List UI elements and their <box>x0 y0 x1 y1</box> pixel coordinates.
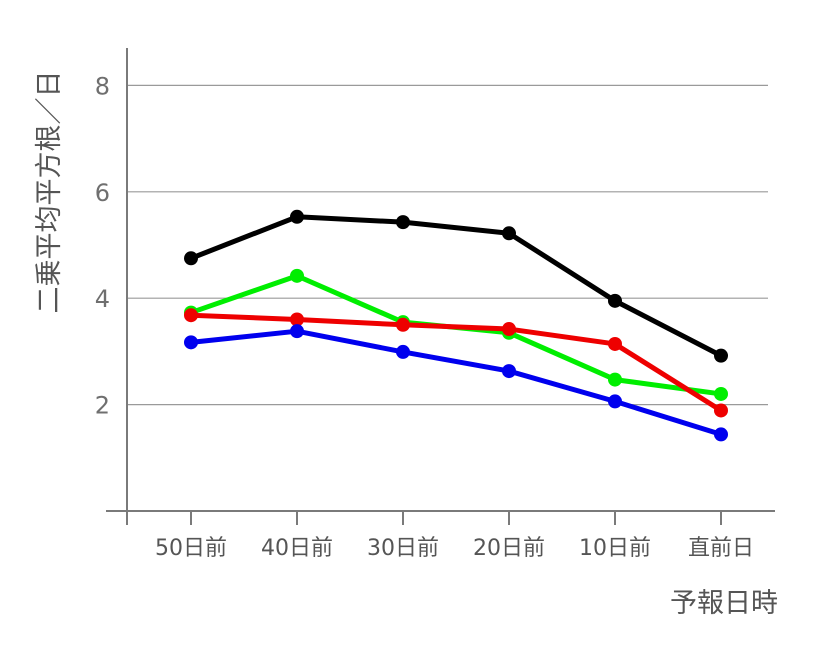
series-line <box>188 312 724 413</box>
axes <box>106 48 775 525</box>
data-point <box>502 364 516 379</box>
x-axis-title: 予報日時 <box>670 588 778 619</box>
data-point <box>608 293 622 308</box>
y-tick-label: 8 <box>95 72 110 100</box>
series <box>184 324 728 442</box>
y-tick-label: 2 <box>95 392 110 420</box>
series-lines <box>184 209 728 442</box>
y-tick-label: 6 <box>95 179 110 207</box>
series <box>184 209 728 363</box>
data-point <box>184 335 198 350</box>
x-tick-label: 20日前 <box>473 536 545 561</box>
x-tick-label: 直前日 <box>688 536 754 561</box>
series-line <box>188 328 724 437</box>
data-point <box>608 394 622 409</box>
data-point <box>502 226 516 241</box>
data-point <box>714 386 728 401</box>
data-point <box>396 344 410 359</box>
data-point <box>184 308 198 323</box>
data-point <box>714 427 728 442</box>
data-point <box>608 372 622 387</box>
x-tick-label: 40日前 <box>261 536 333 561</box>
x-tick-label: 10日前 <box>579 536 651 561</box>
x-tick-label: 30日前 <box>367 536 439 561</box>
series <box>184 308 728 418</box>
x-tick-label: 50日前 <box>155 536 227 561</box>
y-tick-labels: 2 4 6 8 <box>95 72 110 419</box>
y-tick-label: 4 <box>95 285 110 313</box>
data-point <box>290 324 304 339</box>
data-point <box>714 348 728 363</box>
x-tick-labels: 50日前 40日前 30日前 20日前 10日前 直前日 <box>155 511 754 561</box>
data-point <box>396 215 410 230</box>
data-point <box>502 322 516 337</box>
data-point <box>184 251 198 266</box>
data-point <box>290 312 304 327</box>
data-point <box>290 268 304 283</box>
data-point <box>714 403 728 418</box>
data-point <box>290 209 304 224</box>
y-axis-title: 二乗平均平方根／日 <box>34 71 65 314</box>
data-point <box>608 336 622 351</box>
data-point <box>396 317 410 332</box>
series-line <box>188 214 724 359</box>
